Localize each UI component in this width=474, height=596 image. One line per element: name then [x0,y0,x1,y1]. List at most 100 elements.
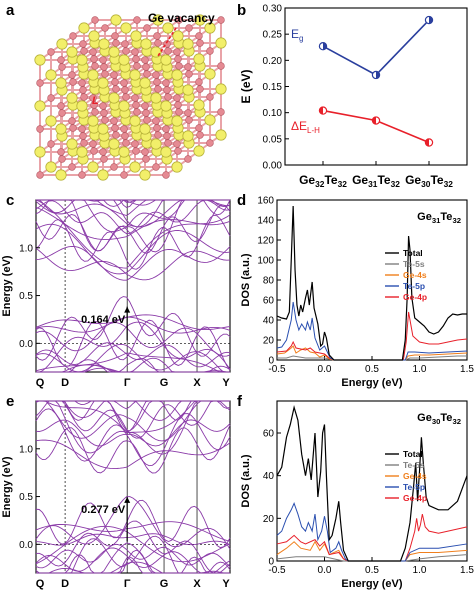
panel-label-d: d [237,192,247,209]
k-point-label: Γ [124,377,131,389]
ge-atom [55,169,67,181]
y-tick-label: 0.5 [19,291,33,302]
legend-label: Ge-4p [403,493,427,503]
k-point-label: Y [222,377,230,389]
panel-label-a: a [6,2,15,19]
x-tick-label: 0.0 [318,364,332,375]
gap-annotation: 0.277 eV [81,504,126,516]
ge-atom [76,100,88,112]
te-atom [173,48,181,56]
te-atom [78,79,86,87]
ge-atom [45,161,57,173]
data-point-fill [372,116,376,125]
te-atom [133,62,141,70]
ge-atom [193,99,205,111]
te-atom [206,47,214,55]
te-atom [89,140,97,148]
te-atom [133,16,141,24]
te-atom [142,109,150,117]
dos-curve-ge-4s [276,345,468,361]
series-line [322,109,430,144]
y-tick-label: 40 [263,471,275,482]
band-line [35,521,231,542]
ge-atom [66,92,78,104]
te-atom [132,55,140,63]
ge-atom [162,22,174,34]
te-atom [47,140,55,148]
te-atom [122,47,130,55]
te-atom [152,163,160,171]
data-point-fill [429,16,433,24]
ge-atom [66,46,78,58]
band-line [35,206,231,240]
y-tick-label: 0.30 [263,4,283,15]
ge-atom [215,83,227,95]
x-tick-label: Ge30Te32 [405,173,453,189]
te-atom [121,132,129,140]
te-atom [90,147,98,155]
y-tick-label: 0.0 [19,339,33,350]
band-line [35,439,231,470]
y-tick-label: 140 [257,216,274,227]
te-atom [68,117,76,125]
crystal-lattice [34,14,227,181]
ge-atom [78,22,90,34]
te-atom [78,125,86,133]
band-line [36,400,231,442]
te-atom [164,47,172,55]
chart-title: Ge30Te32 [417,412,461,426]
ge-atom [172,30,184,42]
gap-arrow-head [124,496,131,503]
te-atom [131,140,139,148]
ge-atom [87,69,99,81]
te-atom [110,71,118,79]
y-tick-label: 60 [263,296,275,307]
legend-label: Total [403,449,423,459]
ge-atom [160,100,172,112]
te-atom [111,124,119,132]
te-atom [101,116,109,124]
te-atom [79,86,87,94]
te-atom [112,85,120,93]
te-atom [162,79,170,87]
te-atom [185,24,193,32]
x-tick-label: Ge31Te32 [352,173,400,189]
te-atom [143,70,151,78]
te-atom [120,125,128,133]
band-line [36,321,231,373]
band-line [35,314,231,331]
k-point-label: Γ [124,578,131,590]
y-tick-label: 0.5 [19,492,33,503]
legend-label: Ge-4s [403,471,427,481]
te-atom [132,101,140,109]
chart-b-gap-energies: 0.00 0.05 0.10 0.15 0.20 0.25 0.30 E (eV) Ge32Te… [239,4,468,189]
te-atom [131,48,139,56]
y-axis-label: E (eV) [239,69,253,103]
te-atom [141,148,149,156]
band-line [35,499,231,549]
te-atom [100,109,108,117]
ge-atom [34,100,46,112]
band-line [35,199,231,235]
te-atom [142,63,150,71]
x-axis-label: Energy (eV) [341,377,402,389]
band-line [36,549,230,574]
te-atom [99,148,107,156]
te-atom [36,79,44,87]
te-atom [80,139,88,147]
k-point-label: D [61,377,69,389]
ge-atom [66,138,78,150]
te-atom [184,109,192,117]
x-tick-label: -0.5 [268,364,286,375]
x-tick-label: -0.5 [268,565,286,576]
band-line [35,419,231,447]
te-atom [120,79,128,87]
y-tick-label: 0.05 [263,134,283,145]
x-tick-label: 0.5 [365,364,379,375]
data-point-fill [425,138,429,147]
ge-atom [150,92,162,104]
band-line [35,214,231,270]
y-tick-label: 120 [257,236,274,247]
y-tick-label: 0.0 [19,540,33,551]
te-atom [80,47,88,55]
